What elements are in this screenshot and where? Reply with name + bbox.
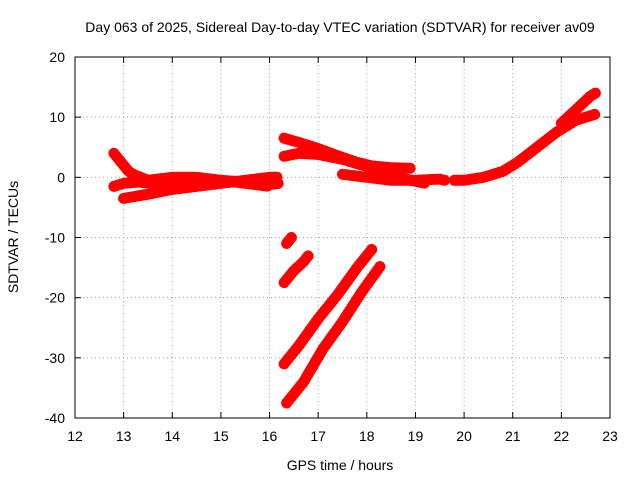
y-axis: -40 -30 -20 -10 0 10 20 xyxy=(45,49,610,426)
grid xyxy=(75,57,610,418)
series-arc-10-markers xyxy=(281,232,297,249)
x-tick-label: 21 xyxy=(505,428,521,444)
x-tick-label: 14 xyxy=(164,428,180,444)
y-tick-label: -40 xyxy=(45,410,65,426)
x-tick-label: 15 xyxy=(213,428,229,444)
series-arc-8-markers xyxy=(448,108,601,186)
x-axis-label: GPS time / hours xyxy=(287,457,394,473)
y-tick-label: -20 xyxy=(45,290,65,306)
y-tick-label: -10 xyxy=(45,230,65,246)
series-arc-11-markers xyxy=(278,250,314,289)
x-tick-label: 17 xyxy=(310,428,326,444)
x-tick-label: 18 xyxy=(359,428,375,444)
x-tick-label: 20 xyxy=(456,428,472,444)
x-axis: 12 13 14 15 16 17 18 19 20 21 22 23 xyxy=(67,57,618,444)
x-tick-label: 13 xyxy=(116,428,132,444)
x-tick-label: 16 xyxy=(262,428,278,444)
y-tick-label: 10 xyxy=(49,109,65,125)
y-axis-label: SDTVAR / TECUs xyxy=(5,181,21,293)
series-arc-4-markers xyxy=(142,171,275,192)
y-tick-label: 20 xyxy=(49,49,65,65)
series-arc-9-markers xyxy=(555,87,601,129)
data-series xyxy=(108,87,601,409)
x-tick-label: 22 xyxy=(554,428,570,444)
y-tick-label: 0 xyxy=(57,169,65,185)
series-arc-1-markers xyxy=(108,147,154,186)
y-tick-label: -30 xyxy=(45,350,65,366)
series-arc-13-markers xyxy=(281,259,387,409)
series-arc-3-markers xyxy=(118,171,285,204)
series-arc-7-markers xyxy=(337,168,451,186)
x-tick-label: 19 xyxy=(408,428,424,444)
x-tick-label: 23 xyxy=(602,428,618,444)
x-tick-label: 12 xyxy=(67,428,83,444)
series-arc-12-markers xyxy=(278,244,378,370)
chart-title: Day 063 of 2025, Sidereal Day-to-day VTE… xyxy=(85,19,595,35)
